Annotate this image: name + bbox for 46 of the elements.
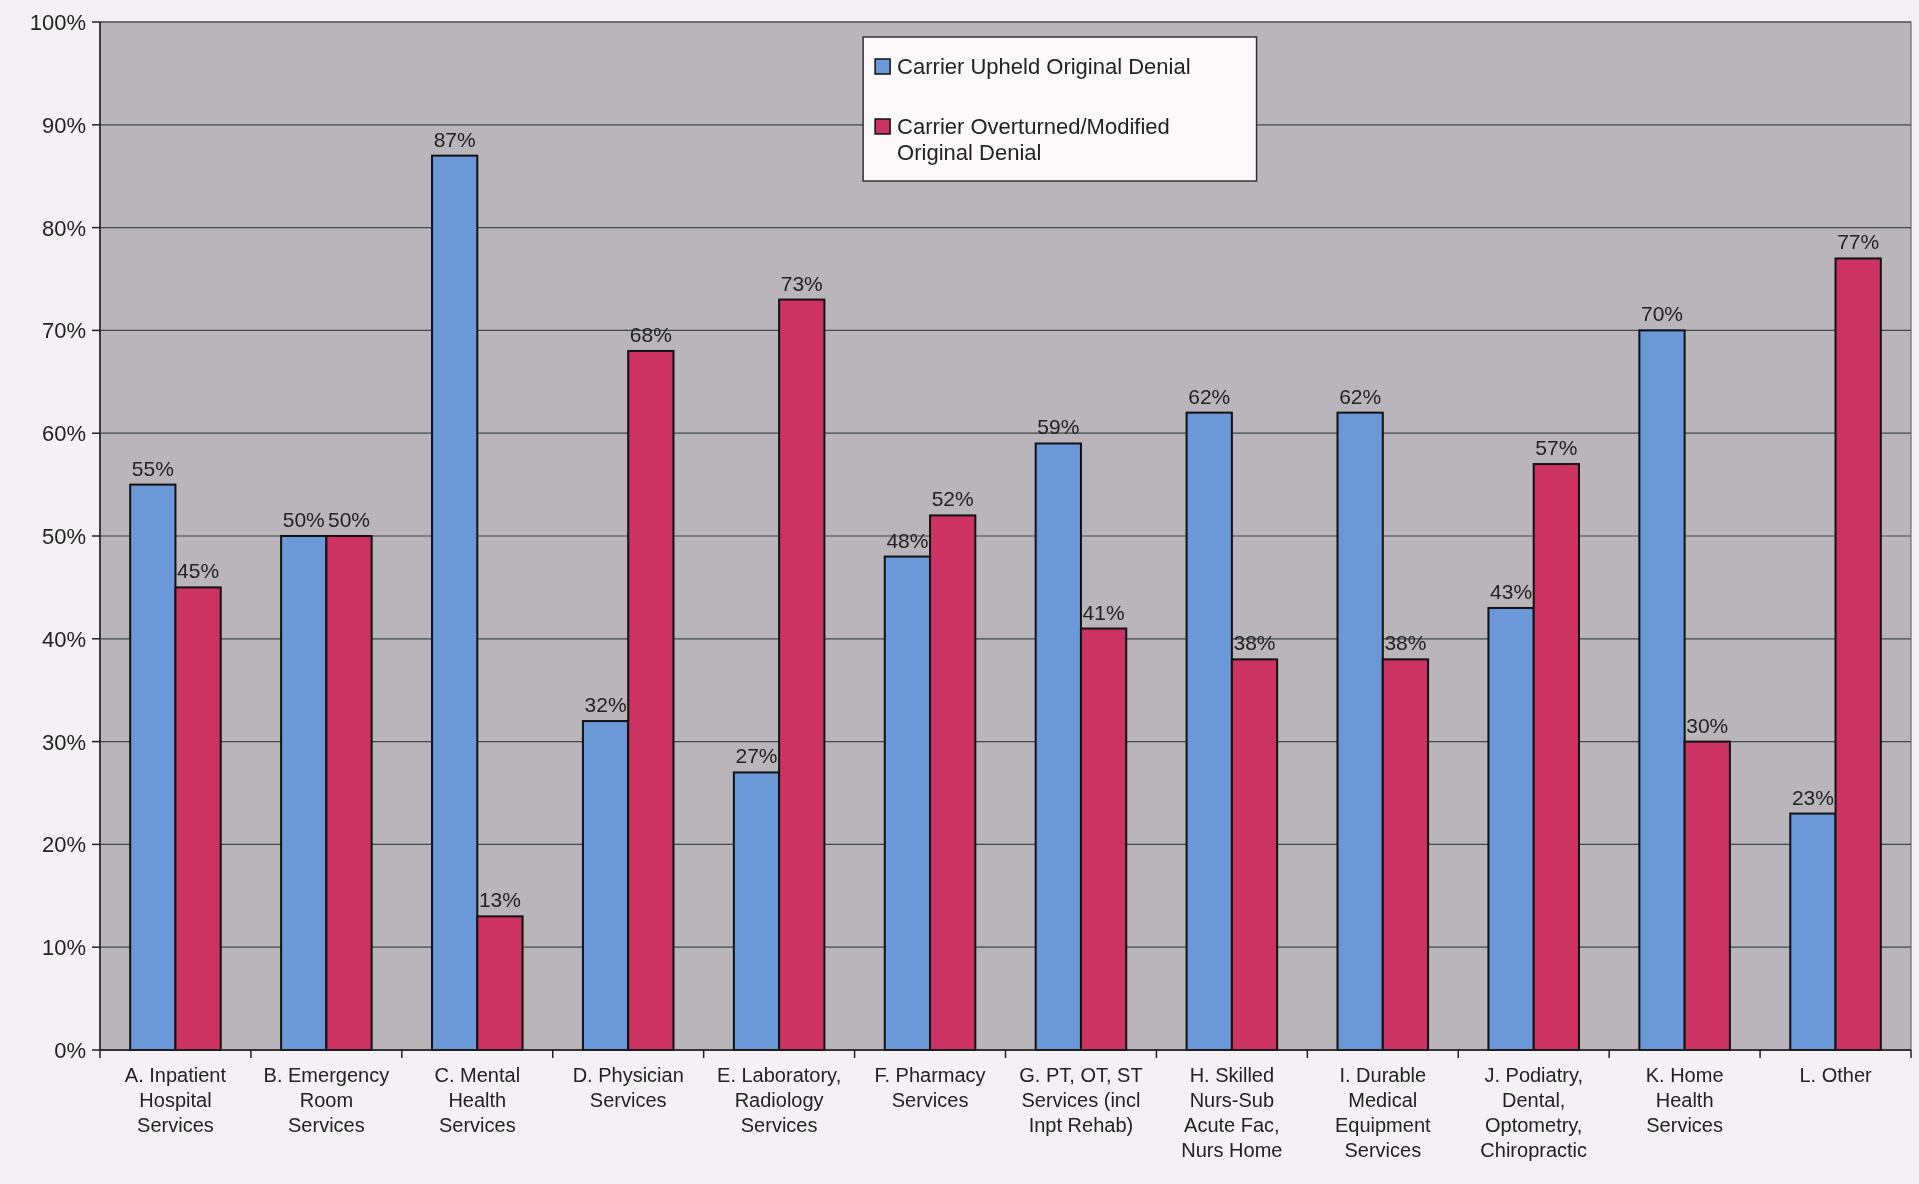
x-tick-label: J. Podiatry, Dental, Optometry, Chiropractic [1480,1064,1588,1161]
data-label: 50% [328,508,371,531]
x-tick-label: F. Pharmacy Services [874,1064,986,1111]
data-label: 41% [1082,600,1125,624]
legend-label: Carrier Overturned/Modified Original Denial [897,114,1170,165]
data-label: 57% [1535,436,1578,460]
y-tick-label: 0% [54,1038,86,1063]
data-label: 62% [1188,384,1231,408]
data-label: 32% [584,693,627,717]
x-tick-label: I. Durable Medical Equipment Services [1334,1064,1432,1161]
x-tick-label: A. Inpatient Hospital Services [124,1064,227,1136]
x-tick-label: L. Other [1799,1064,1872,1086]
x-tick-label: G. PT, OT, ST Services (incl Inpt Rehab) [1019,1064,1143,1136]
y-tick-label: 20% [41,832,86,858]
data-label: 87% [433,127,476,151]
y-tick-label: 90% [41,112,86,138]
data-label: 48% [886,528,929,552]
x-tick-label: K. Home Health Services [1645,1064,1724,1136]
data-label: 70% [1640,302,1683,326]
x-tick-label: H. Skilled Nurs-Sub Acute Fac, Nurs Home [1181,1064,1283,1161]
data-label: 55% [131,456,174,480]
data-label: 59% [1037,415,1080,439]
y-tick-label: 100% [29,10,86,35]
x-tick-label: C. Mental Health Services [434,1064,521,1136]
y-tick-label: 30% [41,729,86,755]
data-label: 73% [780,271,823,295]
data-label: 77% [1837,230,1880,254]
data-label: 23% [1791,785,1834,809]
y-tick-label: 40% [41,626,86,652]
y-tick-label: 60% [41,421,86,447]
y-tick-label: 10% [41,935,86,961]
data-label: 62% [1339,384,1382,408]
legend-label: Carrier Upheld Original Denial [897,54,1191,79]
data-label: 13% [478,888,521,912]
data-label: 52% [931,487,974,511]
data-label: 50% [282,508,325,531]
y-tick-label: 50% [41,524,86,549]
data-label: 30% [1686,713,1729,737]
x-tick-label: D. Physician Services [572,1064,684,1111]
y-tick-label: 80% [41,215,86,241]
data-label: 45% [177,559,220,583]
y-tick-label: 70% [41,318,86,344]
data-label: 43% [1490,579,1533,603]
x-tick-label: B. Emergency Room Services [263,1064,390,1136]
x-tick-label: E. Laboratory, Radiology Services [717,1064,842,1136]
data-label: 27% [735,744,778,768]
